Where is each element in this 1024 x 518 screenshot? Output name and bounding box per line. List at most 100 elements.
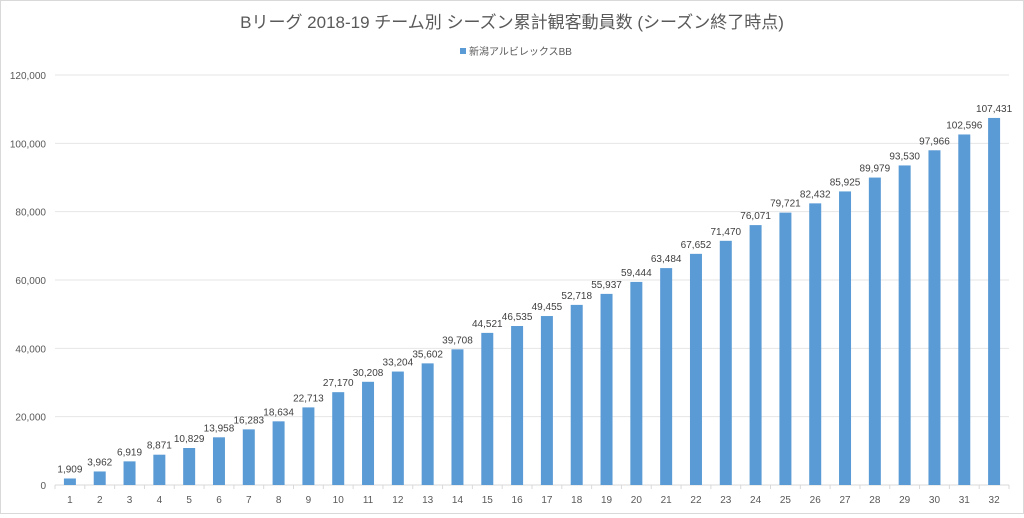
- bar: [421, 363, 434, 485]
- data-label: 79,721: [770, 199, 801, 210]
- bar: [600, 293, 613, 485]
- x-tick-label: 32: [989, 495, 1001, 506]
- x-tick-label: 4: [157, 495, 163, 506]
- legend: 新潟アルビレックスBB: [460, 45, 572, 58]
- x-tick-label: 3: [127, 495, 133, 506]
- x-tick-label: 30: [929, 495, 941, 506]
- x-tick-label: 12: [392, 495, 404, 506]
- bar: [153, 454, 166, 485]
- x-axis: 1 2 3 4 5 6 7 8 9 10 11 12 13 14 15 16 17 18 19 20 21 22 23 24 2…: [54, 485, 1010, 506]
- bar: [63, 478, 76, 485]
- data-label: 10,829: [174, 434, 205, 445]
- bar: [451, 349, 464, 485]
- x-tick-label: 7: [246, 495, 252, 506]
- x-tick-label: 23: [720, 495, 732, 506]
- bar: [183, 448, 196, 485]
- data-label: 6,919: [117, 447, 142, 458]
- y-tick-label: 80,000: [15, 208, 46, 219]
- x-tick-label: 14: [452, 495, 464, 506]
- bar: [93, 471, 106, 485]
- data-label: 44,521: [472, 319, 503, 330]
- x-tick-label: 16: [512, 495, 524, 506]
- x-tick-label: 26: [810, 495, 822, 506]
- data-label: 22,713: [293, 393, 324, 404]
- data-label: 93,530: [889, 151, 920, 162]
- data-label: 97,966: [919, 136, 950, 147]
- x-tick-label: 31: [959, 495, 971, 506]
- bar: [481, 332, 494, 485]
- bar: [779, 212, 792, 485]
- y-axis: 0 20,000 40,000 60,000 80,000 100,000 120,000: [10, 71, 47, 492]
- bar: [540, 316, 553, 485]
- bar: [511, 326, 524, 485]
- x-tick-label: 29: [899, 495, 911, 506]
- x-tick-label: 25: [780, 495, 792, 506]
- data-label: 85,925: [830, 177, 861, 188]
- data-label: 46,535: [502, 312, 533, 323]
- x-tick-label: 1: [67, 495, 73, 506]
- data-label: 55,937: [591, 280, 622, 291]
- x-tick-label: 22: [690, 495, 702, 506]
- data-label: 30,208: [353, 368, 384, 379]
- y-tick-label: 20,000: [15, 413, 46, 424]
- gridlines: [55, 74, 1009, 486]
- x-tick-label: 10: [333, 495, 345, 506]
- data-label: 39,708: [442, 335, 473, 346]
- x-tick-label: 18: [571, 495, 583, 506]
- chart-title: Bリーグ 2018-19 チーム別 シーズン累計観客動員数 (シーズン終了時点): [240, 13, 784, 32]
- data-label: 27,170: [323, 378, 354, 389]
- bars: [63, 117, 1001, 486]
- bar: [302, 407, 315, 485]
- data-label: 67,652: [681, 240, 712, 251]
- x-tick-label: 19: [601, 495, 613, 506]
- bar: [868, 177, 881, 485]
- bar: [362, 381, 375, 485]
- bar: [332, 392, 345, 485]
- bar: [272, 421, 285, 485]
- data-label: 16,283: [233, 415, 264, 426]
- legend-label: 新潟アルビレックスBB: [469, 45, 572, 58]
- bar: [660, 268, 673, 485]
- x-tick-label: 13: [422, 495, 434, 506]
- x-tick-label: 11: [363, 495, 374, 506]
- data-label: 107,431: [976, 104, 1013, 115]
- bar: [749, 225, 762, 485]
- x-tick-label: 17: [541, 495, 553, 506]
- x-tick-label: 27: [839, 495, 851, 506]
- bar: [719, 240, 732, 485]
- data-label: 76,071: [740, 211, 771, 222]
- bar: [630, 281, 643, 485]
- y-tick-label: 120,000: [10, 71, 47, 82]
- data-labels: 1,909 3,962 6,919 8,87110,82913,95816,28318…: [57, 104, 1012, 476]
- legend-swatch: [460, 48, 466, 54]
- x-tick-label: 8: [276, 495, 282, 506]
- x-tick-label: 6: [216, 495, 222, 506]
- y-tick-label: 0: [40, 481, 46, 492]
- x-tick-label: 5: [186, 495, 192, 506]
- y-tick-label: 40,000: [15, 344, 46, 355]
- bar: [928, 150, 941, 485]
- data-label: 8,871: [147, 441, 172, 452]
- data-label: 35,602: [412, 349, 443, 360]
- data-label: 33,204: [383, 358, 414, 369]
- data-label: 82,432: [800, 189, 831, 200]
- data-label: 59,444: [621, 268, 652, 279]
- data-label: 49,455: [532, 302, 563, 313]
- data-label: 1,909: [57, 464, 82, 475]
- x-tick-label: 24: [750, 495, 762, 506]
- bar: [391, 371, 404, 485]
- data-label: 71,470: [710, 227, 741, 238]
- data-label: 13,958: [204, 423, 235, 434]
- x-tick-label: 20: [631, 495, 643, 506]
- x-tick-label: 21: [661, 495, 673, 506]
- y-tick-label: 100,000: [10, 139, 47, 150]
- x-tick-label: 28: [869, 495, 881, 506]
- bar: [809, 203, 822, 485]
- bar: [570, 304, 583, 485]
- data-label: 3,962: [87, 457, 112, 468]
- data-label: 63,484: [651, 254, 682, 265]
- bar: [212, 437, 225, 485]
- data-label: 52,718: [561, 291, 592, 302]
